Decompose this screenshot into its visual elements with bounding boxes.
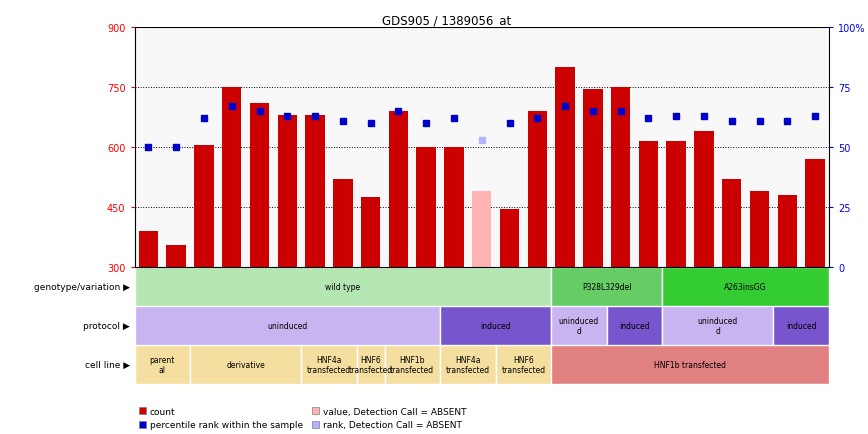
Text: induced: induced <box>480 321 511 330</box>
Text: HNF6
transfected: HNF6 transfected <box>349 355 392 374</box>
Bar <box>472 191 491 267</box>
Bar <box>444 148 464 267</box>
Bar <box>333 179 352 267</box>
Bar <box>694 132 713 267</box>
Bar <box>551 306 607 345</box>
Text: genotype/variation ▶: genotype/variation ▶ <box>34 282 130 291</box>
Text: HNF1b transfected: HNF1b transfected <box>654 360 726 369</box>
Bar <box>551 267 662 306</box>
Bar <box>135 267 551 306</box>
Bar <box>190 345 301 384</box>
Bar <box>278 116 297 267</box>
Bar <box>135 306 440 345</box>
Title: GDS905 / 1389056_at: GDS905 / 1389056_at <box>383 14 511 27</box>
Bar <box>306 116 325 267</box>
Text: uninduced: uninduced <box>267 321 307 330</box>
Text: protocol ▶: protocol ▶ <box>83 321 130 330</box>
Text: HNF6
transfected: HNF6 transfected <box>502 355 545 374</box>
Bar <box>528 112 547 267</box>
Bar <box>440 345 496 384</box>
Text: P328L329del: P328L329del <box>582 282 632 291</box>
Bar <box>611 88 630 267</box>
Bar <box>662 306 773 345</box>
Bar <box>667 141 686 267</box>
Text: cell line ▶: cell line ▶ <box>85 360 130 369</box>
Bar <box>167 245 186 267</box>
Bar <box>417 148 436 267</box>
Text: A263insGG: A263insGG <box>724 282 767 291</box>
Text: parent
al: parent al <box>149 355 175 374</box>
Text: HNF4a
transfected: HNF4a transfected <box>446 355 490 374</box>
Bar <box>357 345 385 384</box>
Bar <box>750 191 769 267</box>
Bar <box>361 197 380 267</box>
Bar <box>722 179 741 267</box>
Bar <box>773 306 829 345</box>
Bar <box>222 88 241 267</box>
Text: uninduced
d: uninduced d <box>698 316 738 335</box>
Text: wild type: wild type <box>326 282 360 291</box>
Text: uninduced
d: uninduced d <box>559 316 599 335</box>
Bar <box>139 231 158 267</box>
Bar <box>301 345 357 384</box>
Bar <box>583 90 602 267</box>
Bar <box>806 159 825 267</box>
Legend: count, percentile rank within the sample, value, Detection Call = ABSENT, rank, : count, percentile rank within the sample… <box>139 407 466 430</box>
Text: induced: induced <box>786 321 817 330</box>
Bar <box>556 68 575 267</box>
Text: HNF1b
transfected: HNF1b transfected <box>391 355 434 374</box>
Bar <box>440 306 551 345</box>
Text: derivative: derivative <box>227 360 265 369</box>
Bar <box>135 345 190 384</box>
Bar <box>496 345 551 384</box>
Bar <box>778 195 797 267</box>
Bar <box>639 141 658 267</box>
Bar <box>250 104 269 267</box>
Text: induced: induced <box>619 321 650 330</box>
Bar <box>194 145 214 267</box>
Bar <box>385 345 440 384</box>
Bar <box>662 267 829 306</box>
Text: HNF4a
transfected: HNF4a transfected <box>307 355 351 374</box>
Bar <box>389 112 408 267</box>
Bar <box>551 345 829 384</box>
Bar <box>500 209 519 267</box>
Bar <box>607 306 662 345</box>
